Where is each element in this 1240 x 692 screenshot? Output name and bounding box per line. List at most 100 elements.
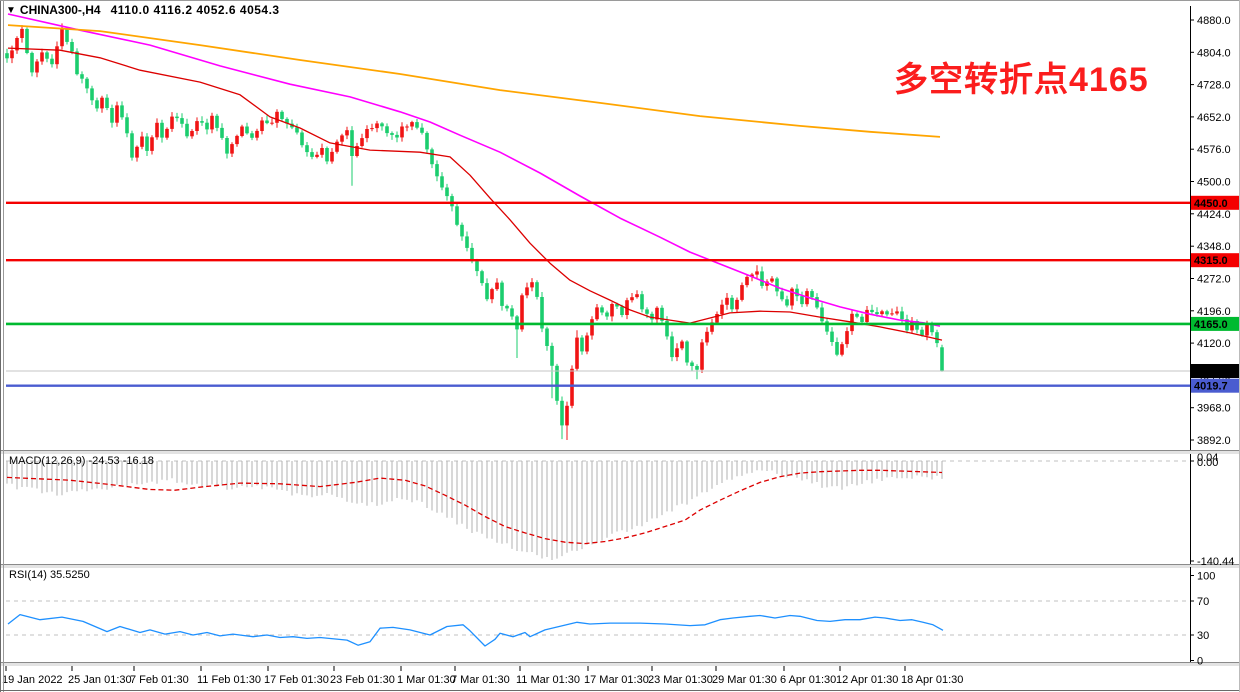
candle-body	[305, 145, 309, 153]
candle-body	[925, 324, 929, 336]
rsi-panel[interactable]: 100 70 30 0	[6, 567, 1215, 668]
time-label: 19 Jan 2022	[2, 674, 63, 686]
price-panel[interactable]	[5, 13, 1190, 440]
candle-body	[505, 305, 509, 309]
candle-body	[780, 291, 784, 300]
candle-body	[900, 311, 904, 320]
candle-body	[245, 126, 249, 134]
candle-body	[410, 122, 414, 127]
candle-body	[35, 61, 39, 73]
rsi-name: RSI(14)	[9, 569, 47, 581]
candle-body	[425, 132, 429, 150]
candle-body	[205, 122, 209, 130]
candle-body	[375, 123, 379, 129]
candle-body	[750, 274, 754, 277]
time-label: 29 Mar 01:30	[712, 674, 777, 686]
candle-body	[695, 366, 699, 370]
current-price-tag[interactable]: 4054.3	[1191, 364, 1239, 378]
candle-body	[810, 291, 814, 298]
symbol-period-label: CHINA300-,H4	[19, 3, 101, 17]
time-label: 25 Jan 01:30	[68, 674, 132, 686]
price-tag-4165.0-text: 4165.0	[1194, 319, 1228, 331]
candle-body	[440, 176, 444, 188]
candle-body	[720, 304, 724, 314]
candle-body	[560, 400, 564, 426]
candle-body	[140, 136, 144, 147]
candle-body	[435, 164, 439, 177]
candle-body	[665, 320, 669, 337]
candle-body	[635, 294, 639, 298]
candle-body	[475, 261, 479, 272]
candle-body	[265, 120, 269, 124]
price-tag-4165.0-bg	[1191, 316, 1239, 331]
candle-body	[540, 297, 544, 329]
candle-body	[800, 296, 804, 305]
candle-body	[260, 120, 264, 131]
candle-body	[680, 341, 684, 349]
candle-body	[220, 127, 224, 138]
candle-body	[775, 278, 779, 292]
price-tag-4315.0[interactable]: 4315.0	[1191, 253, 1239, 268]
candle-body	[215, 115, 219, 128]
candle-body	[705, 331, 709, 343]
candle-body	[580, 337, 584, 352]
candle-body	[615, 304, 619, 307]
candle-body	[340, 135, 344, 142]
annotation-text[interactable]: 多空转折点4165	[894, 61, 1149, 99]
candle-body	[855, 313, 859, 317]
candle-body	[85, 78, 89, 89]
candle-body	[625, 300, 629, 315]
time-label: 7 Feb 01:30	[130, 674, 189, 686]
sep-price-macd[interactable]	[0, 451, 1240, 454]
candle-body	[755, 271, 759, 275]
candle-body	[75, 51, 79, 75]
macd-axis-min-label: -140.44	[1197, 556, 1234, 568]
candle-body	[485, 283, 489, 300]
candle-body	[10, 50, 14, 59]
candle-body	[160, 122, 164, 138]
candle-body	[835, 342, 839, 355]
macd-panel[interactable]: 0.040.00 -140.44	[6, 452, 1234, 568]
candle-body	[230, 144, 234, 154]
candle-body	[330, 151, 334, 162]
candle-body	[200, 121, 204, 123]
time-axis[interactable]: 19 Jan 2022 25 Jan 01:307 Feb 01:30 11 Feb…	[2, 666, 963, 686]
rsi-value: 35.5250	[49, 569, 90, 581]
price-tag-4165.0[interactable]: 4165.0	[1191, 316, 1239, 331]
rsi-indicator-label: RSI(14) 35.5250	[9, 569, 90, 581]
price-tag-4019.7-text: 4019.7	[1194, 381, 1228, 393]
candle-body	[105, 97, 109, 108]
candle-body	[575, 337, 579, 369]
candle-body	[600, 307, 604, 313]
candle-body	[825, 321, 829, 332]
time-label: 11 Mar 01:30	[516, 674, 580, 686]
price-tick-label: 3892.0	[1197, 435, 1231, 447]
candle-body	[155, 122, 159, 138]
candle-body	[885, 311, 889, 315]
price-tag-4019.7[interactable]: 4019.7	[1191, 378, 1239, 393]
sep-rsi-axis[interactable]	[0, 663, 1240, 666]
candle-body	[5, 53, 9, 59]
price-axis[interactable]: 4880.0 4804.0 4728.0 4652.0 4576.0 4500.0 4424…	[1190, 6, 1239, 662]
candle-body	[740, 285, 744, 300]
candle-body	[710, 322, 714, 332]
candle-body	[335, 141, 339, 152]
candle-body	[40, 52, 44, 62]
candle-body	[320, 148, 324, 155]
ma-slow-orange-line	[7, 24, 941, 138]
symbol-dropdown-icon[interactable]: ▼	[6, 5, 16, 16]
candle-body	[550, 345, 554, 366]
price-tag-4450.0[interactable]: 4450.0	[1191, 195, 1239, 210]
candle-body	[100, 97, 104, 109]
candle-body	[355, 146, 359, 156]
ma-fast-red-line	[7, 47, 943, 341]
sep-macd-rsi[interactable]	[0, 565, 1240, 568]
price-tag-4315.0-text: 4315.0	[1194, 255, 1228, 267]
candle-body	[255, 130, 259, 138]
time-label: 12 Apr 01:30	[836, 674, 898, 686]
candle-body	[420, 127, 424, 133]
candle-body	[30, 52, 34, 73]
